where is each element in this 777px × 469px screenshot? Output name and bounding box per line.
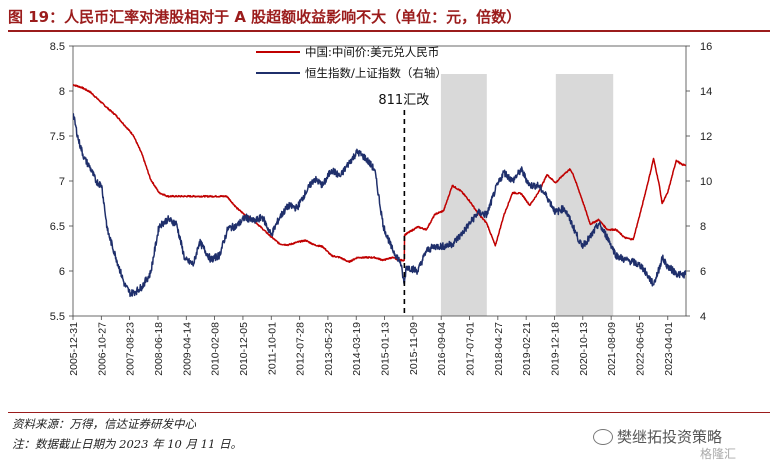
page-title: 图 19：人民币汇率对港股相对于 A 股超额收益影响不大（单位：元，倍数） <box>8 8 522 26</box>
left-tick-label: 5.5 <box>50 311 65 323</box>
reform-label: 811汇改 <box>378 93 429 108</box>
x-tick-label: 2023-04-01 <box>663 322 675 376</box>
x-tick-label: 2019-12-18 <box>549 322 561 376</box>
right-tick-label: 14 <box>700 86 712 98</box>
right-tick-label: 12 <box>700 131 712 143</box>
left-tick-label: 6.5 <box>50 221 65 233</box>
x-tick-label: 2012-07-28 <box>295 322 307 376</box>
right-tick-label: 16 <box>700 41 712 53</box>
left-tick-label: 8.5 <box>50 41 65 53</box>
date-note: 注：数据截止日期为 2023 年 10 月 11 日。 <box>12 437 242 451</box>
x-tick-label: 2016-09-04 <box>436 322 448 376</box>
legend-label-1: 中国:中间价:美元兑人民币 <box>305 45 439 59</box>
shaded-period-2 <box>555 74 614 316</box>
x-axis: 2005-12-31 2006-10-27 2007-08-23 2008-06-18… <box>68 316 675 376</box>
x-tick-label: 2007-08-23 <box>125 322 137 376</box>
right-tick-label: 10 <box>700 176 712 188</box>
wechat-icon <box>593 428 613 445</box>
x-tick-label: 2010-12-05 <box>238 322 250 376</box>
x-tick-label: 2021-08-09 <box>606 322 618 376</box>
x-tick-label: 2005-12-31 <box>68 322 80 376</box>
x-tick-label: 2015-11-09 <box>408 322 420 375</box>
right-tick-label: 8 <box>700 221 706 233</box>
series-line-1 <box>73 83 686 264</box>
watermark-text: 樊继拓投资策略 <box>617 428 723 446</box>
x-tick-label: 2009-04-14 <box>181 322 193 376</box>
right-axis: 4 6 8 10 12 14 16 <box>686 41 712 323</box>
footer-divider <box>8 412 770 413</box>
x-tick-label: 2018-04-27 <box>493 322 505 376</box>
x-tick-label: 2019-02-21 <box>521 322 533 376</box>
left-tick-label: 7 <box>59 176 65 188</box>
left-tick-label: 7.5 <box>50 131 65 143</box>
right-tick-label: 4 <box>700 311 706 323</box>
shaded-periods <box>440 74 614 316</box>
legend-label-2: 恒生指数/上证指数（右轴） <box>305 66 447 80</box>
x-tick-label: 2014-03-19 <box>351 322 363 376</box>
watermark: 樊继拓投资策略 <box>593 426 722 447</box>
x-tick-label: 2017-07-01 <box>465 322 477 376</box>
source-note: 资料来源：万得，信达证券研发中心 <box>12 417 196 431</box>
x-tick-label: 2020-10-13 <box>578 322 590 376</box>
title-divider <box>8 30 770 32</box>
x-tick-label: 2022-06-05 <box>634 322 646 376</box>
left-axis: 5.5 6 6.5 7 7.5 8 8.5 <box>50 41 73 323</box>
x-tick-label: 2015-01-13 <box>380 322 392 376</box>
series-line-2 <box>73 112 686 298</box>
event-marker: 811汇改 <box>378 93 429 316</box>
x-tick-label: 2013-05-23 <box>323 322 335 376</box>
left-tick-label: 6 <box>59 266 65 278</box>
watermark-secondary: 格隆汇 <box>700 447 737 461</box>
x-tick-label: 2008-06-18 <box>153 322 165 376</box>
left-tick-label: 8 <box>59 86 65 98</box>
x-tick-label: 2011-10-01 <box>266 322 278 375</box>
x-tick-label: 2006-10-27 <box>96 322 108 376</box>
right-tick-label: 6 <box>700 266 706 278</box>
x-tick-label: 2010-02-08 <box>210 322 222 376</box>
